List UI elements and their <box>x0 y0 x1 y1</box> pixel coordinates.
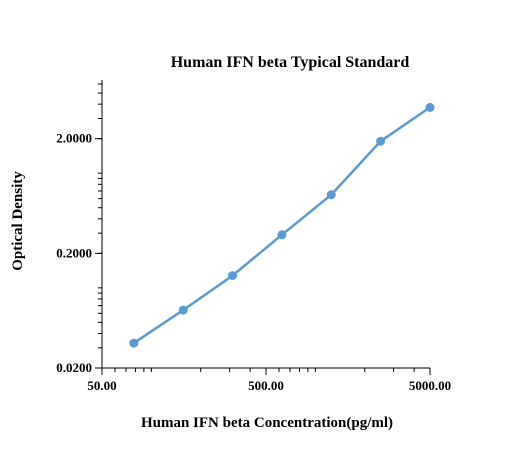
y-tick-label: 0.2000 <box>56 245 92 260</box>
x-tick-label: 50.00 <box>87 378 116 393</box>
x-axis-label: Human IFN beta Concentration(pg/ml) <box>141 415 393 431</box>
series-line <box>133 106 431 345</box>
y-tick-label: 0.0200 <box>56 360 92 375</box>
data-point <box>425 102 435 112</box>
data-point <box>326 190 336 200</box>
y-axis-label: Optical Density <box>10 171 26 271</box>
axes: 0.0200 0.2000 2.0000 50.00 500.00 5000.00 <box>56 80 451 393</box>
data-point <box>129 338 139 348</box>
data-point <box>228 271 237 281</box>
plot-area <box>129 102 435 348</box>
data-point <box>376 136 386 146</box>
data-point <box>277 230 287 240</box>
chart-title: Human IFN beta Typical Standard <box>171 54 410 71</box>
data-point <box>178 305 188 315</box>
x-tick-label: 5000.00 <box>409 378 451 393</box>
x-tick-label: 500.00 <box>248 378 284 393</box>
y-tick-label: 2.0000 <box>56 131 92 146</box>
